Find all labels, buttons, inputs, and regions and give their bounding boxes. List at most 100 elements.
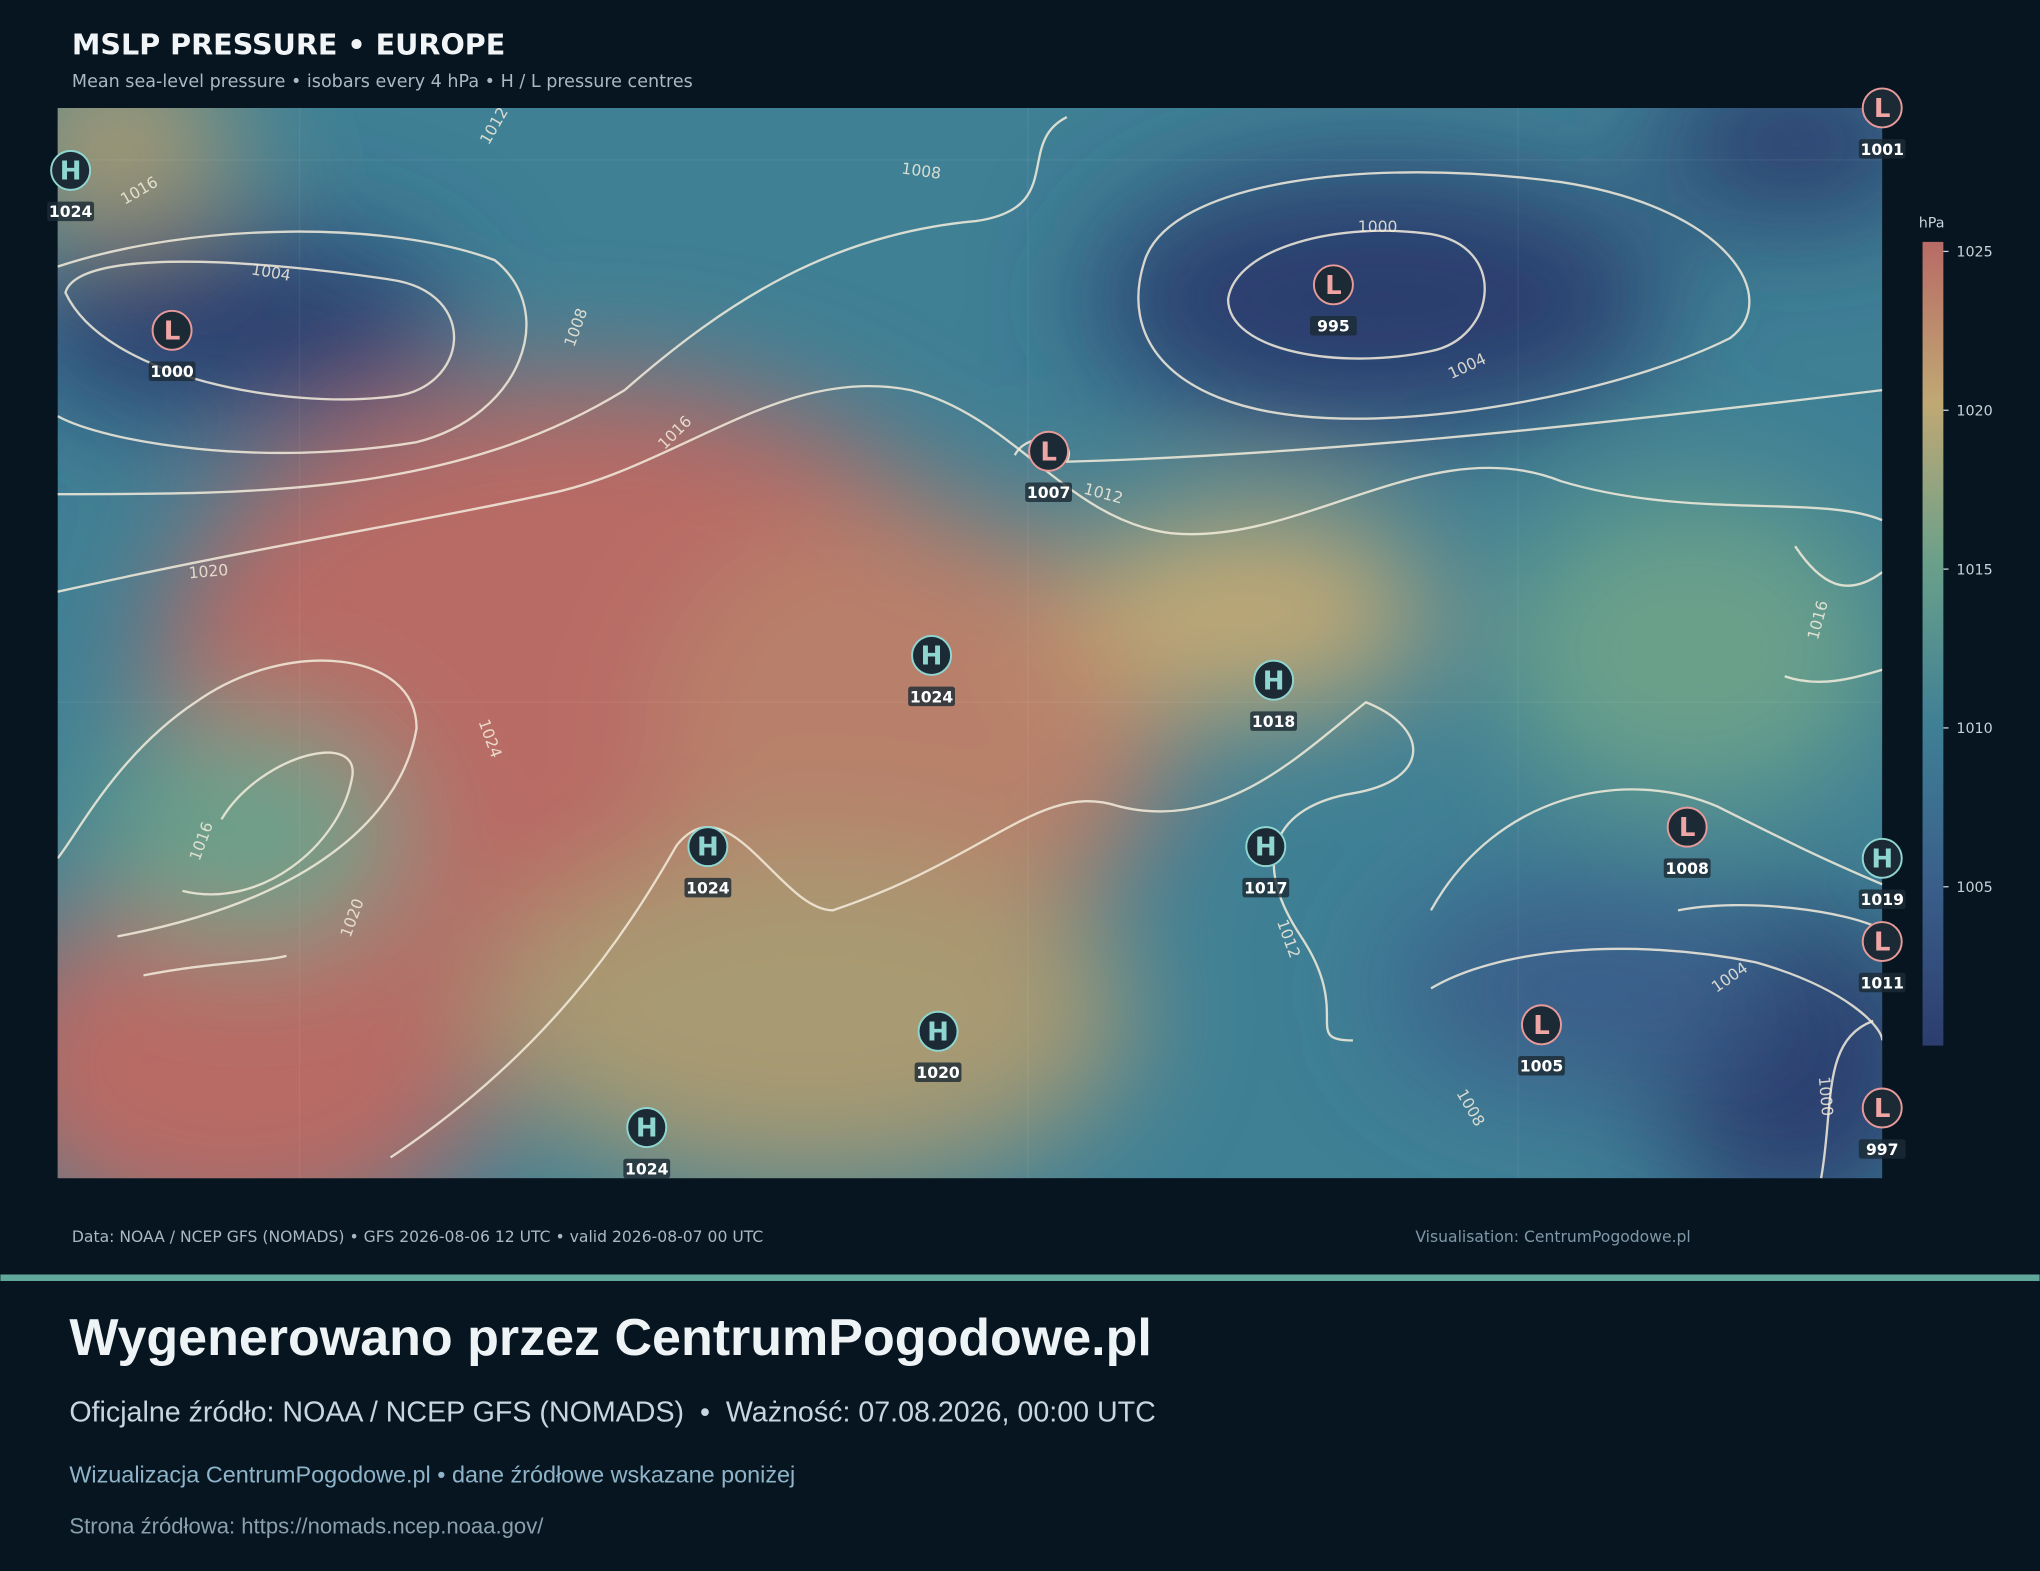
centre-value: 995 (1317, 318, 1350, 336)
pressure-centre: L 1011 (1858, 921, 1906, 993)
centre-marker (1521, 1004, 1562, 1046)
centre-marker (1028, 430, 1070, 472)
centre-label-bg (684, 877, 732, 898)
centre-label-bg (1858, 139, 1906, 159)
pressure-centre: L 1007 (1025, 430, 1073, 502)
centre-value: 1024 (625, 1160, 669, 1178)
centre-type: H (1255, 833, 1277, 863)
centre-label-bg (1858, 1139, 1906, 1159)
centre-marker (1861, 921, 1903, 963)
pressure-centre: H 1024 (623, 1107, 671, 1179)
isobar-label: 1000 (1358, 218, 1398, 236)
pressure-centre: H 1024 (908, 634, 955, 707)
pressure-centre: H 1019 (1858, 837, 1906, 910)
centre-label-bg (47, 201, 95, 222)
centre-label-bg (1858, 972, 1906, 993)
centre-type: L (1874, 1094, 1891, 1124)
centre-label-bg (148, 361, 196, 382)
pressure-centre: H 1017 (1242, 826, 1290, 898)
pressure-centre: L 995 (1310, 264, 1357, 336)
centre-marker (1666, 806, 1708, 848)
colorbar-tick-label: 1005 (1956, 880, 1992, 896)
centre-label-bg (914, 1062, 962, 1083)
centre-marker (1861, 837, 1903, 879)
centre-marker (1861, 87, 1903, 129)
colorbar-tick-label: 1025 (1956, 245, 1992, 261)
centre-value: 1011 (1861, 974, 1904, 992)
pressure-centre: H 1024 (684, 826, 732, 898)
centre-value: 1024 (910, 688, 954, 706)
pressure-centre: H 1024 (47, 149, 95, 222)
centre-label-bg (623, 1158, 671, 1179)
centre-type: H (60, 156, 82, 186)
colorbar-tick-label: 1015 (1956, 562, 1992, 578)
centre-type: H (921, 642, 943, 672)
banner-headline: Wygenerowano przez CentrumPogodowe.pl (69, 1309, 1151, 1367)
centre-value: 1020 (916, 1064, 960, 1082)
centre-label-bg (1858, 889, 1906, 910)
centre-type: L (1874, 928, 1891, 958)
isobars (57, 115, 1883, 1179)
centre-value: 1001 (1861, 141, 1904, 159)
centre-marker (917, 1010, 959, 1052)
centre-marker (626, 1107, 668, 1149)
centre-marker (1253, 659, 1295, 701)
centre-value: 1000 (150, 363, 194, 381)
pressure-centre: L 1000 (148, 309, 196, 382)
banner-url: Strona źródłowa: https://nomads.ncep.noa… (69, 1513, 544, 1538)
grid (57, 107, 1883, 1179)
centre-type: L (1533, 1011, 1550, 1041)
colorbar-tick-label: 1020 (1956, 403, 1992, 419)
centre-label-bg (1310, 316, 1357, 336)
centre-type: H (1871, 844, 1893, 874)
colorbar-tick-label: 1010 (1956, 721, 1992, 737)
centre-label-bg (1518, 1056, 1565, 1076)
pressure-centre: L 997 (1858, 1087, 1906, 1159)
colorbar-label: hPa (1919, 216, 1945, 232)
centre-type: L (1325, 271, 1342, 301)
centre-label-bg (908, 686, 955, 707)
centre-type: H (697, 833, 719, 863)
centre-value: 1024 (686, 879, 730, 897)
centre-value: 1019 (1861, 891, 1904, 909)
separator (0, 1274, 2040, 1281)
centre-value: 1024 (49, 203, 93, 221)
data-source: Data: NOAA / NCEP GFS (NOMADS) • GFS 202… (72, 1228, 763, 1246)
centre-label-bg (1242, 877, 1290, 898)
centre-type: H (1263, 666, 1285, 696)
centre-type: L (164, 316, 181, 346)
centre-type: L (1679, 813, 1696, 843)
centre-label-bg (1663, 858, 1711, 878)
centre-type: H (636, 1114, 658, 1144)
centre-label-bg (1250, 711, 1298, 731)
isobar-label: 1000 (1815, 1076, 1836, 1117)
banner-note: Wizualizacja CentrumPogodowe.pl • dane ź… (69, 1462, 795, 1488)
pressure-centre: L 1001 (1858, 87, 1906, 159)
pressure-field: 1012101610081004100810001004101610121020… (57, 107, 1883, 1179)
centre-value: 997 (1866, 1141, 1899, 1159)
centre-value: 1007 (1027, 484, 1070, 502)
centre-marker (1312, 264, 1354, 306)
centre-marker (1245, 826, 1287, 868)
isobar-label: 1008 (900, 159, 942, 182)
centre-value: 1008 (1665, 860, 1708, 878)
centre-value: 1005 (1520, 1058, 1563, 1076)
pressure-centre: L 1005 (1518, 1004, 1565, 1076)
centre-value: 1017 (1244, 879, 1287, 897)
centre-label-bg (1025, 482, 1073, 502)
centre-marker (911, 634, 953, 676)
centre-marker (151, 309, 193, 351)
pressure-centre: H 1018 (1250, 659, 1298, 731)
centre-value: 1018 (1252, 713, 1295, 731)
title: MSLP PRESSURE • EUROPE (72, 28, 505, 62)
centre-type: H (927, 1017, 949, 1047)
centre-type: L (1040, 437, 1057, 467)
pressure-centre: L 1008 (1663, 806, 1711, 878)
isobar-label: 1020 (188, 561, 229, 582)
subtitle: Mean sea-level pressure • isobars every … (72, 72, 693, 92)
banner-source: Oficjalne źródło: NOAA / NCEP GFS (NOMAD… (69, 1396, 1155, 1428)
centre-marker (1861, 1087, 1903, 1129)
colorbar (1922, 241, 1944, 1046)
